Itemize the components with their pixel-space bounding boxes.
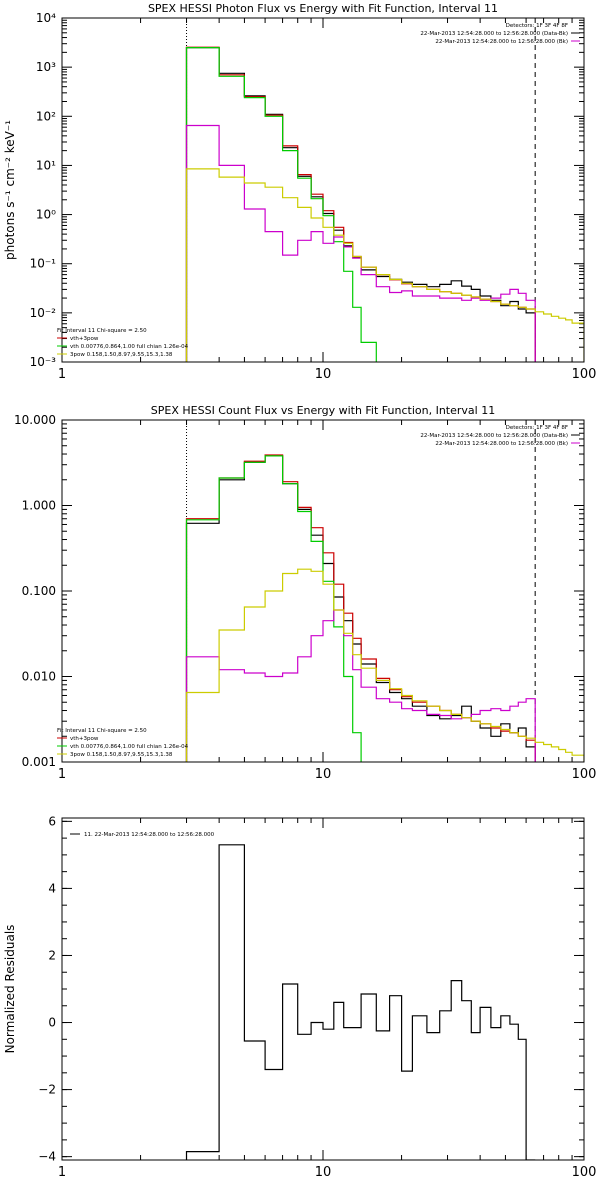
y-tick-label: 2: [48, 948, 56, 962]
chart-title: SPEX HESSI Count Flux vs Energy with Fit…: [151, 404, 495, 417]
plot-frame: [61, 419, 585, 763]
legend-entry-text: Fit Interval 11 Chi-square = 2.50: [57, 728, 147, 734]
y-tick-label: 10⁴: [36, 11, 56, 25]
plot-frame: [61, 17, 585, 363]
legend-entry-text: Detectors: 1F 3F 4F 8F: [506, 23, 568, 29]
series-step-line-3: [185, 609, 536, 762]
series-step-line-1: [185, 454, 536, 762]
x-tick-label: 100: [572, 367, 597, 382]
legend-entry-text: 3pow 0.158,1.50,8.97,9.55,15.3,1.38: [70, 752, 173, 758]
plot-frame: [61, 817, 585, 1161]
x-tick-label: 10: [315, 1165, 332, 1180]
y-tick-label: 0: [48, 1016, 56, 1030]
legend-entry-text: 11. 22-Mar-2013 12:54:28.000 to 12:56:28…: [84, 832, 215, 838]
y-tick-label: 10¹: [36, 158, 56, 172]
y-tick-label: −2: [38, 1083, 56, 1097]
y-tick-label: 1.000: [22, 499, 56, 513]
y-tick-label: 0.010: [22, 670, 56, 684]
y-tick-label: 6: [48, 814, 56, 828]
legend-entry-text: 3pow 0.158,1.50,8.97,9.55,15.3,1.38: [70, 352, 173, 358]
series-step-line-2: [185, 455, 362, 762]
legend-entry-text: 22-Mar-2013 12:54:28.000 to 12:56:28.000…: [420, 31, 568, 37]
series-step-line-2: [185, 47, 377, 362]
series-group: [185, 844, 536, 1160]
photon-flux-panel: SPEX HESSI Photon Flux vs Energy with Fi…: [3, 2, 596, 382]
residuals-panel: Normalized Residuals 1 10 100 −4 −2 0 2 4 6 11. 22…: [3, 814, 596, 1180]
series-group: [185, 454, 584, 762]
chart-title: SPEX HESSI Photon Flux vs Energy with Fi…: [148, 2, 498, 15]
x-tick-label: 100: [572, 1165, 597, 1180]
y-axis-label: photons s⁻¹ cm⁻² keV⁻¹: [3, 120, 17, 260]
y-tick-label: 0.001: [22, 755, 56, 769]
y-tick-label: 10⁰: [36, 208, 56, 222]
count-flux-panel: SPEX HESSI Count Flux vs Energy with Fit…: [14, 404, 596, 782]
y-tick-label: −4: [38, 1150, 56, 1164]
x-tick-label: 1: [58, 767, 66, 782]
series-step-line-3: [185, 124, 536, 362]
series-step-line-4: [185, 168, 584, 362]
y-tick-label: 10⁻³: [30, 355, 57, 369]
legend-entry-text: Fit Interval 11 Chi-square = 2.50: [57, 328, 147, 334]
x-tick-label: 1: [58, 1165, 66, 1180]
y-tick-label: 10⁻¹: [30, 257, 57, 271]
x-tick-label: 1: [58, 367, 66, 382]
legend-entry-text: 22-Mar-2013 12:54:28.000 to 12:56:28.000…: [420, 433, 568, 439]
y-tick-label: 0.100: [22, 584, 56, 598]
x-tick-label: 100: [572, 767, 597, 782]
y-axis-label: Normalized Residuals: [3, 925, 17, 1054]
x-tick-label: 10: [315, 367, 332, 382]
legend-entry-text: 22-Mar-2013 12:54:28.000 to 12:56:28.000…: [435, 39, 568, 45]
legend-entry-text: vth 0.00776,0.864,1.00 full chian 1.26e-…: [70, 744, 189, 750]
y-tick-label: 10⁻²: [30, 306, 57, 320]
legend-entry-text: vth+3pow: [70, 336, 99, 342]
legend-entry-text: Detectors: 1F 3F 4F 8F: [506, 425, 568, 431]
x-tick-label: 10: [315, 767, 332, 782]
series-step-line-4: [185, 568, 584, 762]
y-tick-label: 4: [48, 881, 56, 895]
series-group: [185, 46, 584, 362]
legend-entry-text: 22-Mar-2013 12:54:28.000 to 12:56:28.000…: [435, 441, 568, 447]
series-step-line-0: [185, 844, 536, 1160]
y-tick-label: 10³: [36, 60, 56, 74]
y-tick-label: 10.000: [14, 413, 56, 427]
legend-entry-text: vth+3pow: [70, 736, 99, 742]
legend-entry-text: vth 0.00776,0.864,1.00 full chian 1.26e-…: [70, 344, 189, 350]
y-tick-label: 10²: [36, 109, 56, 123]
